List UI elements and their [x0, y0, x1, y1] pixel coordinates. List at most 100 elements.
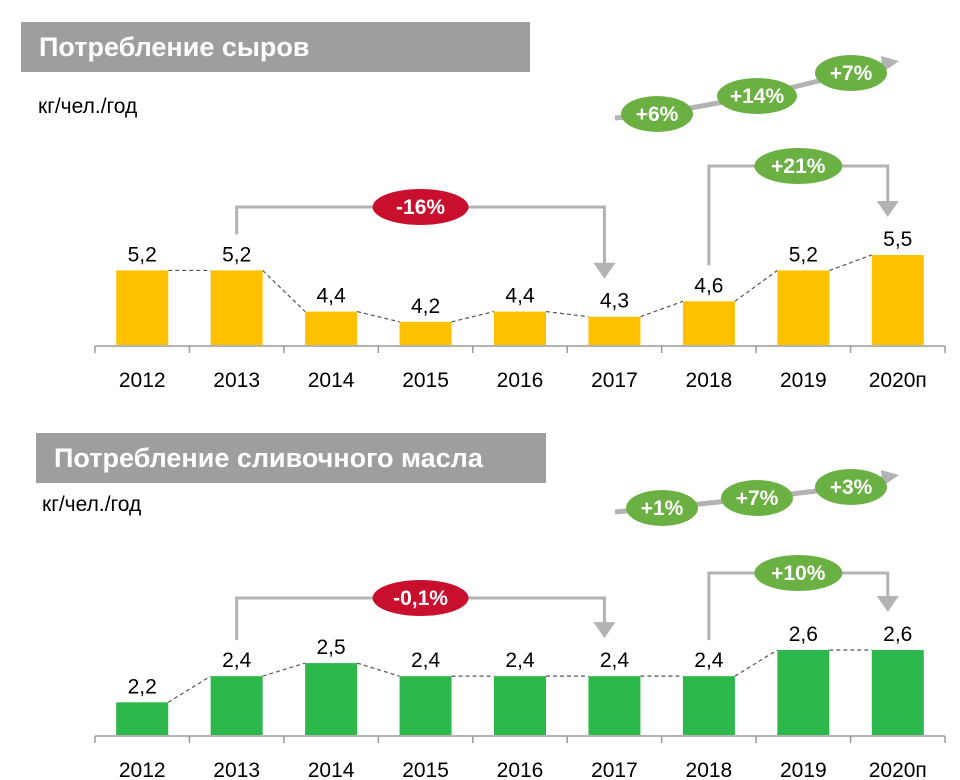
category-label: 2019: [780, 759, 827, 780]
connector-line: [829, 254, 872, 271]
change-badge-label: +10%: [771, 562, 826, 585]
change-badge-label: +21%: [771, 155, 826, 178]
connector-line: [356, 310, 400, 323]
connector-line: [545, 310, 589, 318]
value-label: 2,6: [883, 623, 912, 646]
value-label: 4,4: [505, 285, 535, 308]
connector-line: [167, 675, 211, 703]
bar: [399, 676, 452, 735]
category-label: 2017: [591, 369, 638, 390]
yoy-change-chain: +1% +7% +3%: [614, 469, 899, 526]
growth-bracket: +10%: [707, 555, 899, 641]
bar: [588, 676, 641, 735]
value-label: 4,6: [694, 274, 723, 297]
yoy-badge: [621, 96, 693, 132]
change-badge-label: -0,1%: [393, 587, 448, 610]
value-label: 2,4: [505, 649, 535, 672]
connector-line: [262, 662, 306, 677]
category-label: 2017: [591, 759, 638, 780]
value-label: 2,4: [600, 649, 630, 672]
bar: [305, 663, 358, 735]
bar: [682, 676, 735, 735]
bar: [210, 270, 263, 345]
value-label: 5,5: [883, 228, 912, 251]
bar: [116, 702, 169, 735]
value-label: 2,6: [789, 623, 818, 646]
bracket-arrowhead: [593, 622, 616, 639]
bar: [210, 676, 263, 735]
category-label: 2018: [686, 759, 733, 780]
connector-line: [734, 649, 778, 677]
butter-bar-chart: 2,2 2012 2,4 2013 2,5 2014 2,4 2015 2,4 2016 2,4 20…: [94, 469, 946, 780]
bar: [305, 311, 358, 345]
bar: [871, 650, 924, 735]
unit-label: кг/чел./год: [42, 493, 142, 516]
category-label: 2019: [780, 369, 827, 390]
category-label: 2016: [497, 369, 544, 390]
butter-consumption-panel: Потребление сливочного масла кг/чел./год…: [0, 390, 960, 780]
yoy-badge-label: +6%: [636, 103, 679, 126]
category-label: 2013: [213, 759, 260, 780]
category-label: 2015: [402, 369, 449, 390]
yoy-badge-label: +1%: [641, 497, 684, 520]
bracket-arrowhead: [876, 596, 899, 612]
category-label: 2018: [686, 369, 733, 390]
change-badge: [372, 189, 469, 225]
bracket-arrowhead: [876, 201, 899, 217]
category-label: 2020п: [869, 369, 927, 390]
value-label: 2,4: [222, 649, 252, 672]
chart-title: Потребление сыров: [21, 22, 530, 72]
value-label: 2,2: [128, 675, 157, 698]
category-label: 2013: [213, 369, 260, 390]
change-badge: [754, 148, 843, 184]
yoy-badge: [717, 78, 797, 114]
change-badge-label: -16%: [396, 196, 445, 219]
cheese-bar-chart: 5,2 2012 5,2 2013 4,4 2014 4,2 2015 4,4 2016 4,3 20…: [94, 55, 946, 390]
value-label: 4,4: [317, 285, 347, 308]
bar: [777, 650, 830, 735]
category-label: 2016: [497, 759, 544, 780]
yoy-badge-label: +3%: [830, 476, 873, 499]
connector-line: [734, 269, 778, 302]
yoy-badge-label: +14%: [730, 85, 785, 108]
connector-line: [640, 300, 684, 318]
value-label: 2,4: [694, 649, 724, 672]
bracket-arrowhead: [593, 262, 616, 279]
connector-line: [451, 310, 495, 323]
category-label: 2014: [308, 369, 355, 390]
value-label: 2,5: [317, 636, 346, 659]
yoy-badge: [626, 490, 698, 526]
bar: [777, 270, 830, 345]
bar: [494, 676, 546, 735]
bar: [588, 316, 641, 345]
cheese-consumption-panel: Потребление сыров кг/чел./год 5,2 2012 5,2…: [21, 22, 946, 390]
change-badge: [754, 555, 843, 591]
yoy-badge: [721, 480, 793, 516]
value-label: 5,2: [222, 243, 251, 266]
value-label: 4,3: [600, 290, 629, 313]
connector-line: [262, 269, 306, 313]
growth-bracket: +21%: [707, 148, 899, 266]
yoy-badge: [815, 469, 887, 505]
value-label: 4,2: [411, 295, 440, 318]
decline-bracket: -16%: [235, 189, 616, 279]
yoy-badge-label: +7%: [736, 487, 779, 510]
category-label: 2012: [119, 759, 166, 780]
connector-line: [356, 662, 400, 677]
bar: [494, 311, 546, 345]
value-label: 5,2: [128, 243, 157, 266]
change-badge: [372, 580, 469, 616]
value-label: 2,4: [411, 649, 441, 672]
yoy-badge: [815, 55, 887, 91]
value-label: 5,2: [789, 243, 818, 266]
chart-title: Потребление сливочного масла: [36, 433, 546, 483]
category-label: 2014: [308, 759, 355, 780]
yoy-badge-label: +7%: [830, 62, 873, 85]
bar: [116, 270, 169, 345]
bar: [871, 255, 924, 345]
category-label: 2020п: [869, 759, 927, 780]
unit-label: кг/чел./год: [38, 95, 138, 118]
category-label: 2015: [402, 759, 449, 780]
decline-bracket: -0,1%: [235, 580, 616, 641]
yoy-change-chain: +6% +14% +7%: [614, 55, 899, 132]
